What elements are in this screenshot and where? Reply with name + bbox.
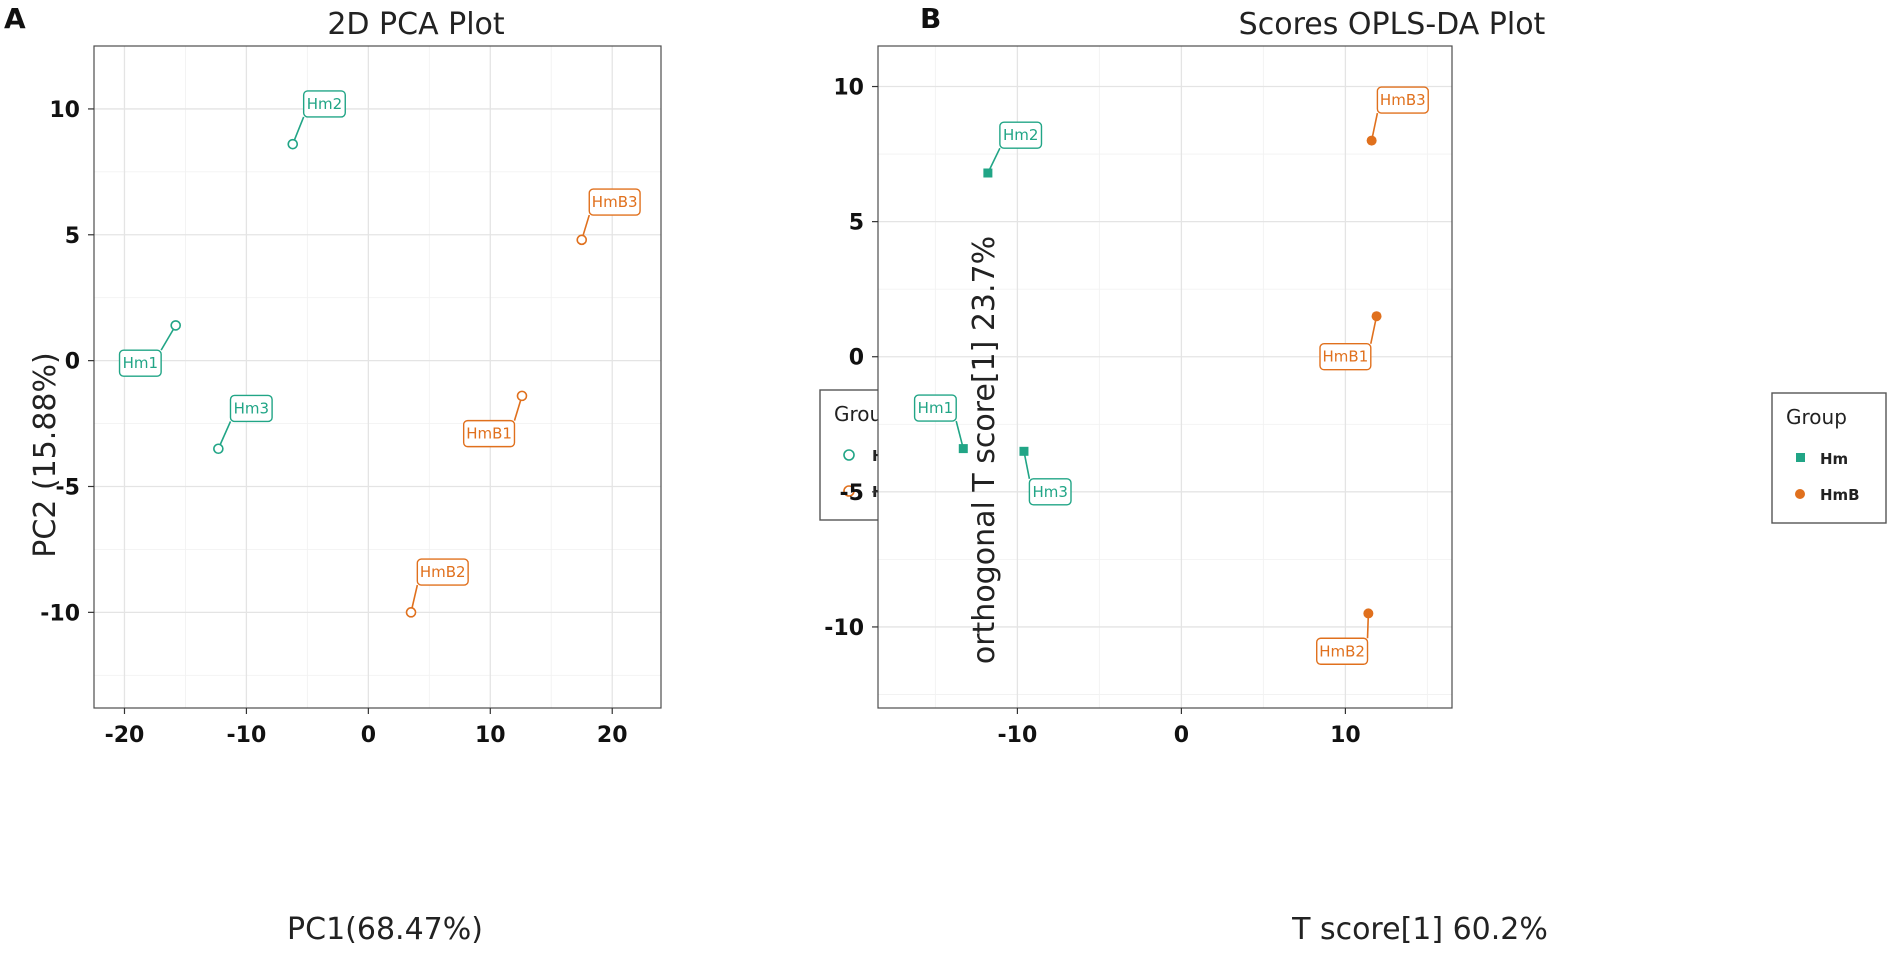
opls-point-hm3-label: Hm3 (1032, 483, 1067, 501)
pca-legend-hm-marker (843, 449, 855, 461)
pca-point-hmb1-label-box (462, 419, 516, 448)
pca-point-hm1-label-box (118, 349, 162, 377)
pca-point-hmb1 (516, 390, 528, 402)
opls-point-hmb3-label: HmB3 (1380, 91, 1426, 109)
pca-point-hmb2-label: HmB2 (420, 563, 466, 581)
opls-point-hmb2 (1363, 608, 1374, 619)
pca-point-hm2-label-box (302, 90, 346, 118)
opls-point-hm1 (958, 444, 968, 454)
opls-x-tick-label: 0 (1174, 723, 1189, 748)
pca-x-axis-title: PC1(68.47%) (287, 912, 483, 947)
pca-y-tick-label: 5 (65, 224, 80, 249)
pca-point-hmb3-label: HmB3 (592, 193, 638, 211)
pca-x-tick-label: 0 (361, 723, 376, 748)
opls-point-hm1-label: Hm1 (918, 399, 953, 417)
opls-point-hmb1-label-box (1319, 343, 1372, 371)
pca-point-hm1-label: Hm1 (123, 354, 158, 372)
opls-point-hmb2-label-box (1316, 637, 1369, 665)
panel-letter-b: B (920, 2, 941, 35)
pca-x-tick-label: 10 (475, 723, 506, 748)
opls-point-hm1-label-box (913, 394, 957, 422)
pca-y-tick-label: -5 (56, 475, 80, 500)
opls-point-hm3 (1019, 446, 1029, 456)
opls-point-hmb1-label: HmB1 (1323, 348, 1369, 366)
pca-point-hmb2-label-box (416, 558, 469, 586)
pca-point-hmb3 (576, 234, 588, 246)
opls-chart-title: Scores OPLS-DA Plot (1239, 7, 1546, 42)
pca-point-hm2 (287, 138, 299, 150)
opls-plot-background (878, 46, 1452, 708)
opls-y-tick-label: -10 (824, 616, 864, 641)
pca-point-hm3 (213, 443, 224, 455)
opls-point-hm3-connector (1023, 451, 1031, 479)
pca-plot-area: -20 -10 0 10 20 -10 -5 0 5 10 Hm1 Hm2 Hm3 HmB1 HmB2 HmB… (40, 45, 662, 748)
opls-y-tick-label: 10 (833, 76, 864, 101)
pca-legend-hmb-marker (843, 485, 855, 497)
pca-point-hm1 (170, 320, 181, 331)
opls-point-hm2-label-box (999, 121, 1043, 149)
opls-y-axis-title: orthogonal T score[1] 23.7% (967, 236, 1002, 664)
pca-y-tick-label: -10 (40, 601, 80, 626)
pca-point-hmb2 (405, 607, 417, 618)
opls-x-axis-title: T score[1] 60.2% (1291, 912, 1548, 947)
opls-point-hmb3-label-box (1376, 86, 1429, 114)
opls-point-hm1-connector (955, 420, 965, 449)
opls-y-tick-label: 5 (849, 211, 864, 236)
opls-x-tick-label: 10 (1330, 723, 1361, 748)
pca-point-hm3-label: Hm3 (234, 399, 269, 417)
opls-point-hmb3 (1366, 135, 1377, 146)
opls-point-hmb2-label: HmB2 (1319, 642, 1365, 660)
pca-y-tick-label: 10 (49, 98, 80, 123)
pca-plot-frame (93, 45, 662, 709)
opls-y-tick-label: -5 (840, 481, 864, 506)
pca-x-tick-label: -10 (227, 723, 267, 748)
opls-point-hm3-label-box (1028, 478, 1072, 506)
pca-point-hmb3-label-box (588, 188, 641, 216)
opls-legend-box (1771, 392, 1887, 524)
pca-plot-background (94, 46, 661, 708)
pca-chart-title: 2D PCA Plot (327, 7, 505, 42)
pca-point-hm3-label-box (229, 394, 273, 423)
pca-y-tick-label: 0 (65, 350, 80, 375)
pca-point-hm2-label: Hm2 (307, 95, 342, 113)
opls-point-hm2-label: Hm2 (1003, 126, 1038, 144)
opls-legend: Group Hm HmB (1771, 392, 1887, 524)
opls-point-hm2 (983, 168, 993, 178)
pca-x-tick-label: 20 (597, 723, 628, 748)
opls-point-hmb1 (1371, 311, 1382, 322)
pca-point-hmb1-label: HmB1 (466, 425, 512, 443)
opls-legend-hmb-marker (1795, 489, 1805, 499)
panel-letter-a: A (4, 2, 26, 35)
opls-plot-area: -10 0 10 -10 -5 0 5 10 Hm1 Hm2 Hm3 HmB1 HmB2 HmB3 (824, 45, 1453, 748)
pca-y-axis-title: PC2 (15.88%) (28, 352, 63, 557)
opls-y-tick-label: 0 (849, 346, 864, 371)
opls-x-tick-label: -10 (998, 723, 1038, 748)
opls-legend-hmb-label: HmB (1820, 486, 1860, 504)
opls-plot-frame (877, 45, 1453, 709)
opls-legend-title: Group (1786, 405, 1847, 429)
pca-x-tick-label: -20 (105, 723, 145, 748)
opls-legend-hm-label: Hm (1820, 450, 1848, 468)
opls-legend-hm-marker (1796, 453, 1805, 462)
